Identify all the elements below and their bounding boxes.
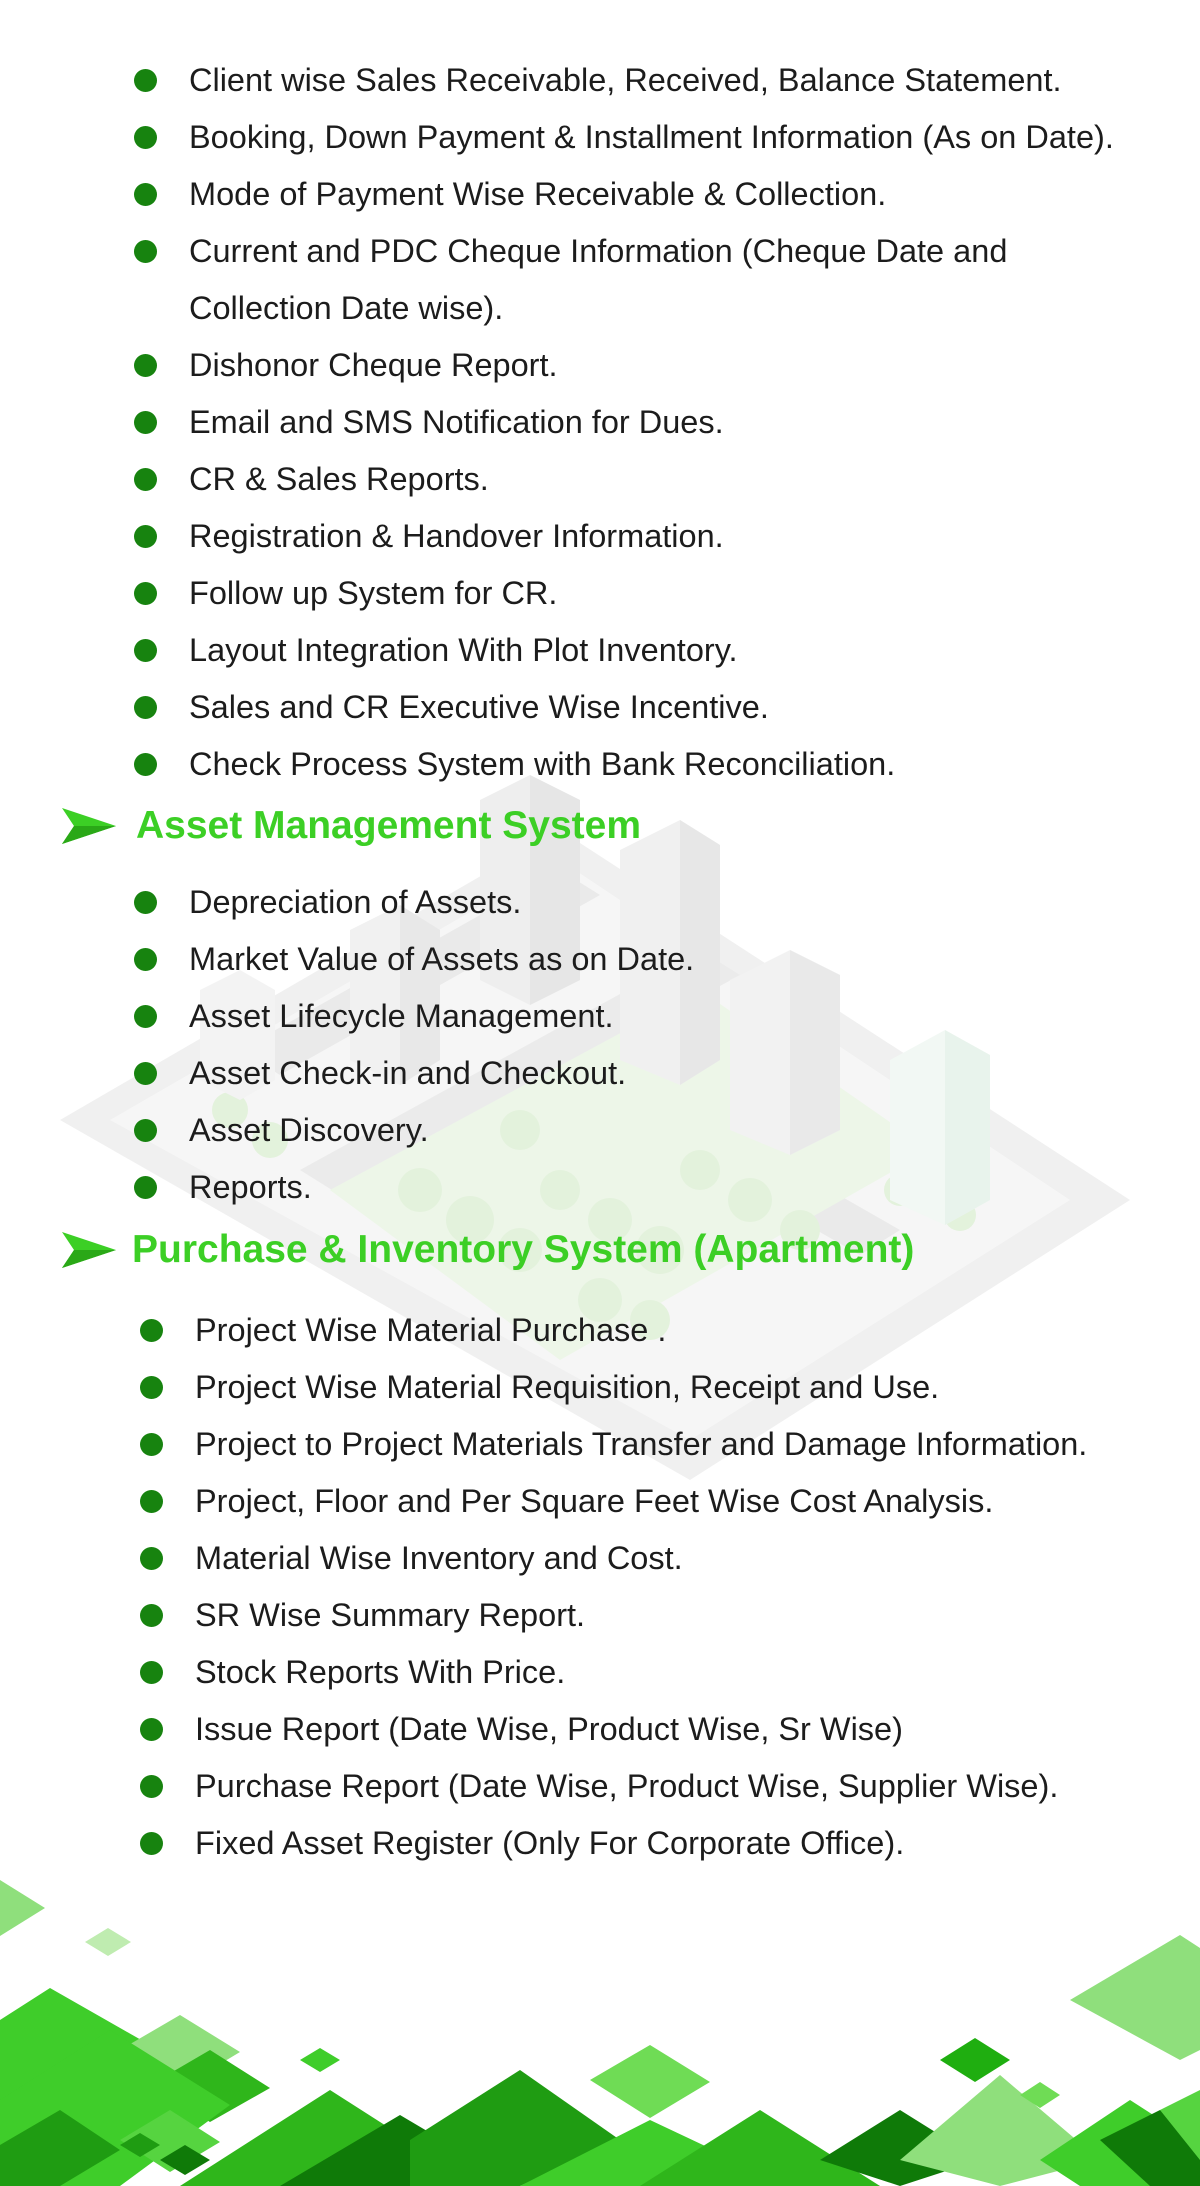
bullet-icon: [134, 696, 157, 719]
bullet-icon: [134, 354, 157, 377]
list-item: Asset Discovery.: [134, 1102, 1034, 1159]
list-item: Purchase Report (Date Wise, Product Wise…: [140, 1758, 1170, 1815]
bullet-icon: [140, 1718, 163, 1741]
bullet-icon: [140, 1604, 163, 1627]
purchase-features-list: Project Wise Material Purchase . Project…: [140, 1302, 1170, 1872]
list-item: Layout Integration With Plot Inventory.: [134, 622, 1144, 679]
list-item: Market Value of Assets as on Date.: [134, 931, 1034, 988]
list-item: Reports.: [134, 1159, 1034, 1216]
list-item: Check Process System with Bank Reconcili…: [134, 736, 1144, 793]
list-item: Asset Lifecycle Management.: [134, 988, 1034, 1045]
bullet-icon: [134, 948, 157, 971]
list-item: SR Wise Summary Report.: [140, 1587, 1170, 1644]
list-item: CR & Sales Reports.: [134, 451, 1144, 508]
list-item: Project Wise Material Purchase .: [140, 1302, 1170, 1359]
asset-management-heading: Asset Management System: [62, 804, 641, 848]
list-item: Sales and CR Executive Wise Incentive.: [134, 679, 1144, 736]
bullet-icon: [134, 126, 157, 149]
section-title: Asset Management System: [136, 804, 642, 847]
list-item: Project Wise Material Requisition, Recei…: [140, 1359, 1170, 1416]
green-geometric-footer-decoration: [0, 1880, 1200, 2186]
bullet-icon: [134, 240, 157, 263]
list-item: Follow up System for CR.: [134, 565, 1144, 622]
bullet-icon: [134, 69, 157, 92]
list-item: Registration & Handover Information.: [134, 508, 1144, 565]
bullet-icon: [140, 1433, 163, 1456]
bullet-icon: [140, 1832, 163, 1855]
bullet-icon: [134, 468, 157, 491]
asset-features-list: Depreciation of Assets. Market Value of …: [134, 874, 1034, 1216]
bullet-icon: [134, 582, 157, 605]
list-item: Email and SMS Notification for Dues.: [134, 394, 1144, 451]
bullet-icon: [140, 1376, 163, 1399]
list-item: Dishonor Cheque Report.: [134, 337, 1144, 394]
bullet-icon: [134, 183, 157, 206]
list-item: Stock Reports With Price.: [140, 1644, 1170, 1701]
list-item: Issue Report (Date Wise, Product Wise, S…: [140, 1701, 1170, 1758]
bullet-icon: [134, 1119, 157, 1142]
bullet-icon: [134, 753, 157, 776]
purchase-inventory-heading: Purchase & Inventory System (Apartment): [62, 1228, 914, 1272]
bullet-icon: [140, 1319, 163, 1342]
bullet-icon: [134, 525, 157, 548]
list-item: Depreciation of Assets.: [134, 874, 1034, 931]
list-item: Asset Check-in and Checkout.: [134, 1045, 1034, 1102]
bullet-icon: [134, 411, 157, 434]
list-item: Project, Floor and Per Square Feet Wise …: [140, 1473, 1170, 1530]
list-item: Current and PDC Cheque Information (Cheq…: [134, 223, 1144, 337]
paper-plane-arrow-icon: [62, 1232, 116, 1268]
list-item: Fixed Asset Register (Only For Corporate…: [140, 1815, 1170, 1872]
bullet-icon: [140, 1775, 163, 1798]
bullet-icon: [134, 1176, 157, 1199]
list-item: Client wise Sales Receivable, Received, …: [134, 52, 1144, 109]
bullet-icon: [134, 891, 157, 914]
bullet-icon: [140, 1661, 163, 1684]
bullet-icon: [134, 1005, 157, 1028]
bullet-icon: [140, 1547, 163, 1570]
bullet-icon: [134, 639, 157, 662]
list-item: Project to Project Materials Transfer an…: [140, 1416, 1170, 1473]
list-item: Mode of Payment Wise Receivable & Collec…: [134, 166, 1144, 223]
section-title: Purchase & Inventory System (Apartment): [132, 1228, 915, 1271]
bullet-icon: [140, 1490, 163, 1513]
list-item: Material Wise Inventory and Cost.: [140, 1530, 1170, 1587]
bullet-icon: [134, 1062, 157, 1085]
paper-plane-arrow-icon: [62, 808, 116, 844]
sales-features-list: Client wise Sales Receivable, Received, …: [134, 52, 1144, 793]
list-item: Booking, Down Payment & Installment Info…: [134, 109, 1144, 166]
